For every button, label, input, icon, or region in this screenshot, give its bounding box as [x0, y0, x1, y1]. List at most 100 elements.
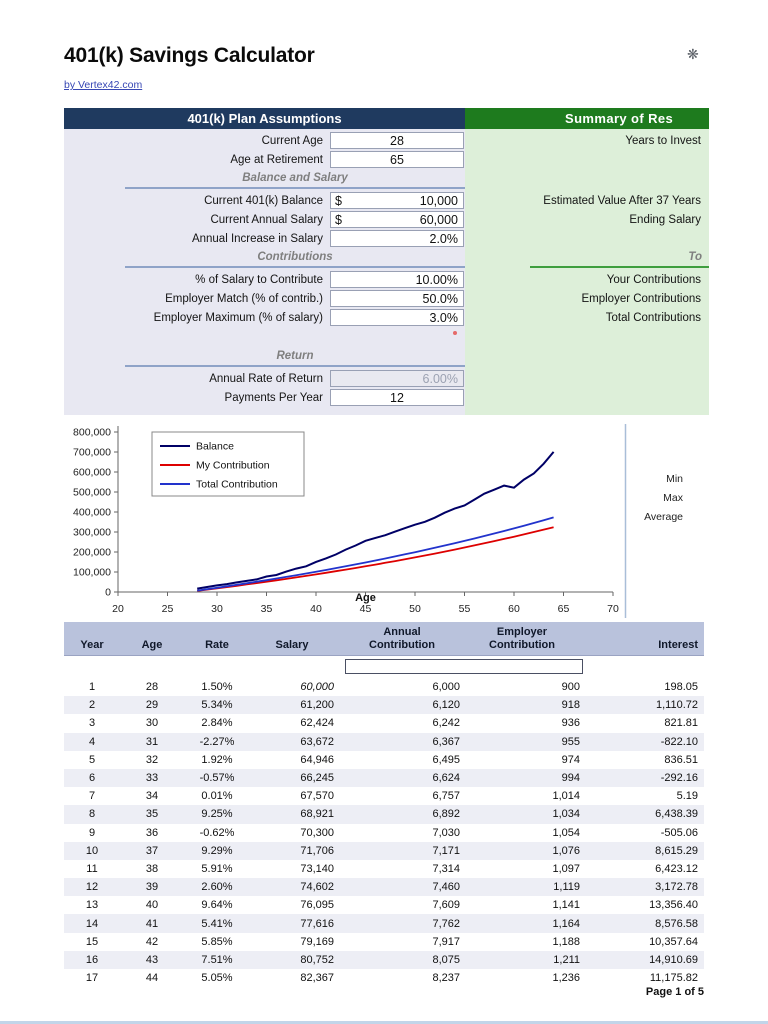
cell-contribution: 936 — [561, 717, 580, 730]
cell-rate: 9.64% — [201, 899, 233, 912]
cell-interest: -505.06 — [660, 826, 698, 839]
cell-salary: 73,140 — [300, 862, 334, 875]
cell-interest: 6,423.12 — [655, 862, 698, 875]
assumptions-header-bar: 401(k) Plan Assumptions — [64, 108, 465, 129]
cell-year: 14 — [85, 917, 99, 930]
summary-row — [465, 169, 709, 191]
cell-age: 34 — [145, 790, 159, 803]
cell-rate: 5.41% — [201, 917, 233, 930]
assumption-row-annual-increase-in-salary: Annual Increase in Salary 2.0% — [64, 229, 465, 248]
table-row-year-15: 15 42 5.85% 79,169 7,917 1,188 10,357.64 — [64, 933, 704, 951]
cell-salary: 79,169 — [300, 935, 334, 948]
cell-age: 28 — [145, 681, 159, 694]
cell-interest: 3,172.78 — [655, 881, 698, 894]
cell-contribution: 6,624 — [432, 772, 460, 785]
assumption-row-of-salary-to-contribute: % of Salary to Contribute 10.00% — [64, 270, 465, 289]
summary-row — [465, 327, 709, 347]
svg-text:600,000: 600,000 — [73, 467, 111, 479]
cell-salary: 67,570 — [300, 790, 334, 803]
cell-contribution: 7,762 — [432, 917, 460, 930]
spacer-row — [64, 327, 465, 347]
summary-row — [465, 229, 709, 248]
svg-text:0: 0 — [105, 587, 111, 599]
cell-year: 11 — [86, 862, 98, 875]
table-row-year-6: 6 33 -0.57% 66,245 6,624 994 -292.16 — [64, 768, 704, 788]
header-line1 — [250, 626, 334, 639]
cell-interest: 10,357.64 — [649, 935, 698, 948]
svg-text:300,000: 300,000 — [73, 527, 111, 539]
vertex42-link[interactable]: by Vertex42.com — [64, 79, 143, 91]
input-current-annual-salary[interactable]: $60,000 — [330, 211, 464, 228]
cell-contribution: 6,892 — [432, 808, 460, 821]
cell-year: 5 — [88, 753, 96, 766]
svg-text:70: 70 — [607, 603, 619, 615]
section-underline — [125, 365, 465, 367]
field-value: 2.0% — [429, 231, 459, 246]
field-label: Employer Maximum (% of salary) — [153, 311, 323, 324]
input-annual-increase-in-salary[interactable]: 2.0% — [330, 230, 464, 247]
currency-prefix: $ — [335, 193, 342, 208]
cell-contribution: 7,030 — [432, 826, 460, 839]
svg-text:20: 20 — [112, 603, 124, 615]
cell-salary: 74,602 — [300, 881, 334, 894]
cell-contribution: 7,609 — [432, 899, 460, 912]
summary-row — [465, 347, 709, 369]
cell-contribution: 1,141 — [552, 899, 580, 912]
header-line2: Contribution — [489, 639, 555, 651]
cell-contribution: 1,119 — [553, 881, 580, 894]
section-label: Return — [276, 350, 314, 362]
column-header-contribution: Annual Contribution — [344, 622, 464, 655]
cell-age: 38 — [145, 862, 159, 875]
cell-age: 32 — [145, 753, 159, 766]
table-row-year-12: 12 39 2.60% 74,602 7,460 1,119 3,172.78 — [64, 878, 704, 897]
summary-label-total-contributions: Total Contributions — [605, 311, 701, 324]
chart-stat-min: Min — [666, 473, 683, 485]
cell-year: 17 — [85, 972, 99, 985]
cell-year: 9 — [88, 826, 96, 839]
input-employer-match-of-contrib[interactable]: 50.0% — [330, 290, 464, 307]
svg-text:500,000: 500,000 — [73, 487, 111, 499]
cell-contribution: 7,171 — [432, 844, 460, 857]
cell-rate: 7.51% — [201, 953, 233, 966]
table-input-box[interactable] — [345, 659, 583, 674]
cell-age: 43 — [145, 953, 159, 966]
input-employer-maximum-of-salary[interactable]: 3.0% — [330, 309, 464, 326]
cell-rate: 5.05% — [201, 972, 233, 985]
table-row-year-13: 13 40 9.64% 76,095 7,609 1,141 13,356.40 — [64, 896, 704, 914]
input-age-at-retirement[interactable]: 65 — [330, 151, 464, 168]
input-current-401-k-balance[interactable]: $10,000 — [330, 192, 464, 209]
table-input-row — [64, 656, 704, 678]
cell-interest: 6,438.39 — [655, 808, 698, 821]
svg-text:200,000: 200,000 — [73, 547, 111, 559]
cell-interest: 14,910.69 — [649, 953, 698, 966]
assumption-row-employer-maximum-of-salary: Employer Maximum (% of salary) 3.0% — [64, 308, 465, 327]
header-line2: Year — [80, 639, 104, 651]
svg-text:100,000: 100,000 — [73, 567, 111, 579]
input-current-age[interactable]: 28 — [330, 132, 464, 149]
chart-stat-average: Average — [644, 511, 683, 523]
input-payments-per-year[interactable]: 12 — [330, 389, 464, 406]
summary-row: Employer Contributions — [465, 289, 709, 308]
cell-age: 31 — [145, 735, 159, 748]
svg-text:Balance: Balance — [196, 441, 234, 453]
cell-contribution: 1,076 — [552, 844, 580, 857]
cell-contribution: 1,236 — [552, 972, 580, 985]
cell-interest: 836.51 — [664, 753, 698, 766]
table-row-year-5: 5 32 1.92% 64,946 6,495 974 836.51 — [64, 751, 704, 769]
cell-rate: 2.84% — [201, 717, 233, 730]
cell-year: 2 — [88, 699, 96, 712]
field-value: 50.0% — [422, 291, 458, 306]
field-label: Annual Increase in Salary — [191, 232, 323, 245]
column-header-contribution: Employer Contribution — [464, 622, 584, 655]
input-of-salary-to-contribute[interactable]: 10.00% — [330, 271, 464, 288]
assumption-row-current-age: Current Age 28 — [64, 131, 465, 150]
summary-label-years-to-invest: Years to Invest — [625, 134, 701, 147]
summary-header-bar: Summary of Res — [465, 108, 709, 129]
table-row-year-14: 14 41 5.41% 77,616 7,762 1,164 8,576.58 — [64, 914, 704, 933]
cell-salary: 70,300 — [300, 826, 334, 839]
svg-text:Age: Age — [355, 592, 376, 604]
header-line1 — [64, 626, 120, 639]
cell-salary: 71,706 — [300, 844, 334, 857]
cell-rate: 1.50% — [201, 681, 233, 694]
cell-interest: 8,615.29 — [655, 844, 698, 857]
